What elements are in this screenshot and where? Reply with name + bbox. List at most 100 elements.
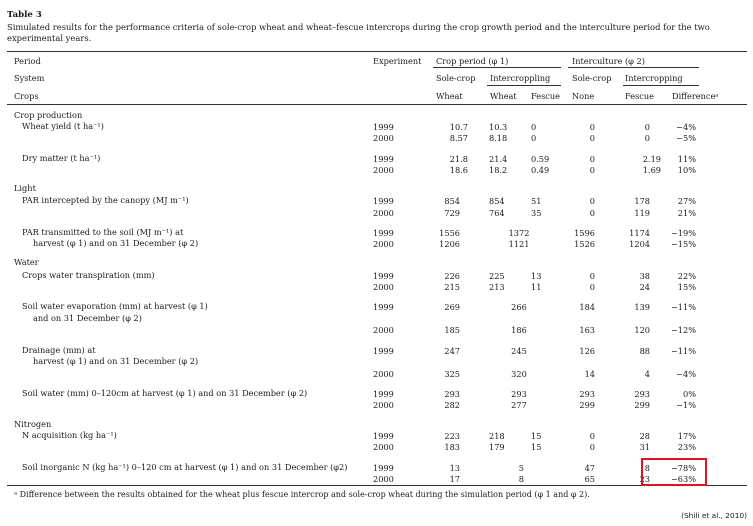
cell: 178 xyxy=(634,196,650,206)
cell: −19% xyxy=(670,228,696,238)
cell: 15% xyxy=(677,282,696,292)
header-crops: Crops xyxy=(14,91,39,101)
cell: 18.6 xyxy=(449,165,468,175)
cell: 729 xyxy=(444,208,460,218)
cell: 245 xyxy=(511,346,527,356)
cell: 88 xyxy=(639,346,650,356)
cell: 1372 xyxy=(508,228,530,238)
header-fescue-1: Fescue xyxy=(531,91,560,101)
header-experiment: Experiment xyxy=(373,56,422,66)
cell: 21.8 xyxy=(449,154,468,164)
cell: 0 xyxy=(589,122,595,132)
cell: 23 xyxy=(639,474,650,484)
cell: 13 xyxy=(531,271,542,281)
cell: 299 xyxy=(579,400,595,410)
cell: 854 xyxy=(444,196,460,206)
row-year: 2000 xyxy=(373,474,394,484)
cell: 5 xyxy=(518,463,524,473)
cell: 0 xyxy=(589,282,595,292)
row-label: PAR intercepted by the canopy (MJ m⁻¹) xyxy=(22,195,189,205)
row-label: Soil water evaporation (mm) at harvest (… xyxy=(22,301,208,311)
row-label-cont: harvest (φ 1) and on 31 December (φ 2) xyxy=(33,356,199,366)
cell: 0 xyxy=(644,133,650,143)
section-crop-production: Crop production xyxy=(14,110,83,120)
table-footnote: ᵃ Difference between the results obtaine… xyxy=(14,490,590,499)
top-rule xyxy=(7,51,747,52)
highlight-box xyxy=(641,458,707,486)
cell: 0% xyxy=(683,389,696,399)
cell: 215 xyxy=(444,282,460,292)
row-label: PAR transmitted to the soil (MJ m⁻¹) at xyxy=(22,227,184,237)
header-sole-crop-1: Sole-crop xyxy=(436,73,476,83)
cell: 0.49 xyxy=(531,165,550,175)
header-rule-intercropping-1 xyxy=(487,85,561,86)
cell: 0 xyxy=(589,271,595,281)
row-year: 2000 xyxy=(373,239,394,249)
cell: 28 xyxy=(639,431,650,441)
row-label: Dry matter (t ha⁻¹) xyxy=(22,153,101,163)
table-label: Table 3 xyxy=(7,10,42,20)
cell: −5% xyxy=(676,133,696,143)
header-crop-period: Crop period (φ 1) xyxy=(436,56,509,66)
source-citation: (Shili et al., 2010) xyxy=(681,511,747,520)
cell: 266 xyxy=(511,302,527,312)
row-label: Soil water (mm) 0–120cm at harvest (φ 1)… xyxy=(22,388,308,398)
cell: −12% xyxy=(670,325,696,335)
cell: 299 xyxy=(634,400,650,410)
header-sole-crop-2: Sole-crop xyxy=(572,73,612,83)
cell: 17% xyxy=(677,431,696,441)
cell: 11 xyxy=(531,282,542,292)
cell: 21% xyxy=(677,208,696,218)
cell: 163 xyxy=(579,325,595,335)
header-system: System xyxy=(14,73,45,83)
row-year: 2000 xyxy=(373,282,394,292)
cell: 14 xyxy=(584,369,595,379)
cell: 293 xyxy=(444,389,460,399)
cell: 186 xyxy=(511,325,527,335)
cell: 47 xyxy=(584,463,595,473)
cell: 1121 xyxy=(508,239,530,249)
cell: 8 xyxy=(644,463,650,473)
header-interculture: Interculture (φ 2) xyxy=(572,56,645,66)
row-year: 2000 xyxy=(373,325,394,335)
cell: −4% xyxy=(676,369,696,379)
header-rule-intercropping-2 xyxy=(623,85,699,86)
header-rule-interculture xyxy=(568,67,699,68)
row-year: 1999 xyxy=(373,302,394,312)
cell: 0 xyxy=(531,122,537,132)
cell: 293 xyxy=(634,389,650,399)
cell: 0 xyxy=(589,154,595,164)
cell: 0 xyxy=(644,122,650,132)
cell: −63% xyxy=(670,474,696,484)
cell: 8.18 xyxy=(489,133,508,143)
cell: 38 xyxy=(639,271,650,281)
cell: 126 xyxy=(579,346,595,356)
row-label: Soil inorganic N (kg ha⁻¹) 0–120 cm at h… xyxy=(22,462,348,472)
cell: 179 xyxy=(489,442,505,452)
table-bottom-rule xyxy=(7,485,747,486)
cell: 282 xyxy=(444,400,460,410)
cell: 293 xyxy=(579,389,595,399)
cell: 0 xyxy=(589,165,595,175)
cell: 10.7 xyxy=(449,122,468,132)
cell: 10.3 xyxy=(489,122,508,132)
header-intercropping-1: Intercroppling xyxy=(490,73,551,83)
cell: 325 xyxy=(444,369,460,379)
row-label: Wheat yield (t ha⁻¹) xyxy=(22,121,104,131)
row-year: 1999 xyxy=(373,196,394,206)
cell: 23% xyxy=(677,442,696,452)
cell: 1596 xyxy=(574,228,595,238)
cell: 0 xyxy=(589,442,595,452)
row-label: Drainage (mm) at xyxy=(22,345,96,355)
row-label-cont: and on 31 December (φ 2) xyxy=(33,313,142,323)
row-year: 2000 xyxy=(373,442,394,452)
cell: 269 xyxy=(444,302,460,312)
cell: 51 xyxy=(531,196,542,206)
section-water: Water xyxy=(14,257,39,267)
cell: 0 xyxy=(589,196,595,206)
row-year: 2000 xyxy=(373,400,394,410)
cell: 1204 xyxy=(629,239,650,249)
cell: 277 xyxy=(511,400,527,410)
cell: 8 xyxy=(518,474,524,484)
